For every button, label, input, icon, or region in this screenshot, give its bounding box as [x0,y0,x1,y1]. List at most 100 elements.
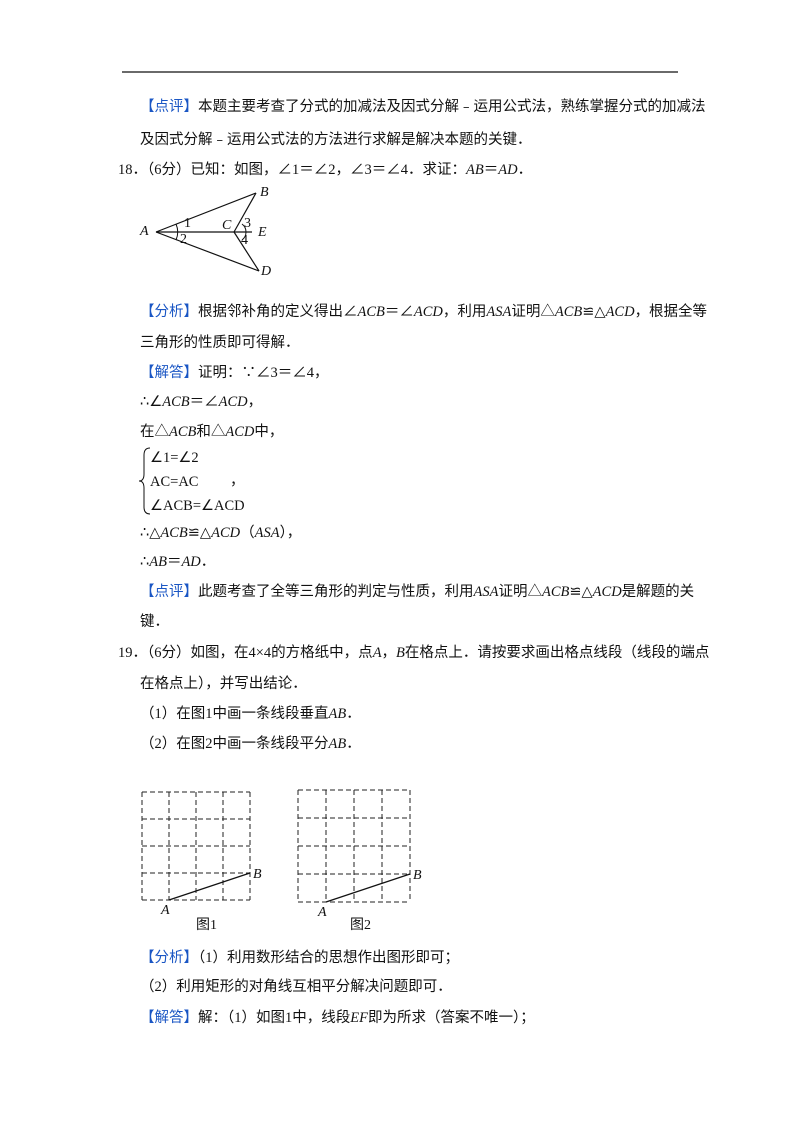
text: 证明△ [511,304,555,320]
point-label: E [257,225,267,240]
text: ， [247,394,263,410]
math-symbol: ACB [169,424,197,440]
text: ＝∠ [384,304,414,320]
section-label: 【点评】 [140,584,198,600]
point-label: B [260,185,269,200]
text: ≌△ [582,304,606,320]
point-label: D [260,264,271,279]
edge [233,231,260,272]
text: ）， [279,525,302,541]
text: （1）在图1中画一条线段垂直 [140,706,329,722]
brace [138,447,151,515]
edge [233,192,257,233]
text: （2）利用矩形的对角线互相平分解决问题即可． [140,979,452,995]
point-label: 3 [244,216,251,231]
text-line: 及因式分解﹣运用公式法的方法进行求解是解决本题的关键． [140,131,532,149]
text: （ [240,525,255,541]
text: 中， [254,424,284,440]
angle-arc [175,223,179,241]
text: ＝ [166,554,182,570]
point-label: A [317,905,327,920]
edge [155,231,260,272]
math-symbol: ACD [413,304,443,320]
text-line: ∴∠ACB＝∠ACD， [140,393,262,411]
math-symbol: ASA [473,584,499,600]
math-symbol: AD [498,162,518,178]
point-label: B [253,867,262,882]
text-line: ∴△ACB≌△ACD（ASA）， [140,524,301,542]
text: 在△ [140,424,169,440]
text: ＝ [483,162,499,178]
math-symbol: ACB [554,304,583,320]
text: ≌△ [569,584,593,600]
text-line: （1）在图1中画一条线段垂直AB． [140,705,361,723]
text-line: 【解答】解：（1）如图1中，线段EF即为所求（答案不唯一）； [140,1009,535,1027]
text-line: 18．（6分）已知：如图，∠1＝∠2，∠3＝∠4．求证：AB＝AD． [118,161,532,179]
math-symbol: ASA [486,304,512,320]
text: ＝∠ [189,394,219,410]
section-label: 【解答】 [140,365,198,381]
point-label: A [139,224,149,239]
math-symbol: EF [350,1010,368,1026]
math-symbol: AD [181,554,201,570]
point-label: B [413,868,422,883]
text: 在格点上．请按要求画出格点线段（线段的端点 [404,645,710,661]
math-symbol: AB [149,554,167,570]
text: 证明△ [498,584,542,600]
text: 及因式分解﹣运用公式法的方法进行求解是解决本题的关键． [140,132,532,148]
text-line: 【分析】根据邻补角的定义得出∠ACB＝∠ACD，利用ASA证明△ACB≌△ACD… [140,303,707,321]
math-symbol: ASA [254,525,280,541]
math-symbol: B [396,645,405,661]
math-symbol: ACB [162,394,190,410]
point-label: C [222,218,232,233]
text: ，利用 [442,304,487,320]
text-line: 三角形的性质即可得解． [140,334,300,352]
figure-caption: 图2 [350,918,371,933]
segment-ab [325,873,411,903]
text: ≌△ [187,525,212,541]
text: 解：（1）如图1中，线段 [198,1010,351,1026]
equation: ∠1=∠2 [150,450,199,466]
text-line: 在格点上），并写出结论． [140,675,307,693]
text-line: 在△ACB和△ACD中， [140,423,283,441]
text: （2）在图2中画一条线段平分 [140,736,329,752]
text: 19．（6分）如图，在4×4的方格纸中，点 [118,645,373,661]
text: （1）利用数形结合的思想作出图形即可； [198,950,459,966]
text: 本题主要考查了分式的加减法及因式分解﹣运用公式法，熟练掌握分式的加减法 [198,99,706,115]
text: ． [517,162,533,178]
text-line: 【分析】（1）利用数形结合的思想作出图形即可； [140,949,459,967]
math-symbol: ACD [225,424,255,440]
text-line: 19．（6分）如图，在4×4的方格纸中，点A，B在格点上．请按要求画出格点线段（… [118,644,709,662]
math-symbol: ACD [605,304,635,320]
text: 是解题的关 [621,584,695,600]
angle-arc [241,223,247,241]
text-line: 【点评】此题考查了全等三角形的判定与性质，利用ASA证明△ACB≌△ACD是解题… [140,583,694,601]
edge [155,192,257,233]
math-symbol: AB [328,736,347,752]
punctuation: ， [230,473,245,489]
point-label: 4 [241,233,248,248]
text-line: （2）在图2中画一条线段平分AB． [140,735,361,753]
text: 18．（6分）已知：如图，∠1＝∠2，∠3＝∠4．求证： [118,162,466,178]
text-line: 【点评】本题主要考查了分式的加减法及因式分解﹣运用公式法，熟练掌握分式的加减法 [140,98,706,116]
text: 三角形的性质即可得解． [140,335,300,351]
math-symbol: ACD [218,394,248,410]
math-symbol: ACD [592,584,622,600]
point-label: A [160,903,170,918]
math-symbol: ACB [160,525,188,541]
math-symbol: ACD [211,525,241,541]
text: 在格点上），并写出结论． [140,676,307,692]
math-symbol: ACB [541,584,570,600]
text: 即为所求（答案不唯一）； [367,1010,535,1026]
text: ∴∠ [140,394,163,410]
text: ∴ [140,554,150,570]
text: ，根据全等 [634,304,708,320]
math-symbol: ACB [357,304,385,320]
section-label: 【分析】 [140,950,198,966]
point-label: 1 [184,216,191,231]
text: 和△ [196,424,226,440]
text: 键． [140,614,169,630]
section-label: 【解答】 [140,1010,198,1026]
